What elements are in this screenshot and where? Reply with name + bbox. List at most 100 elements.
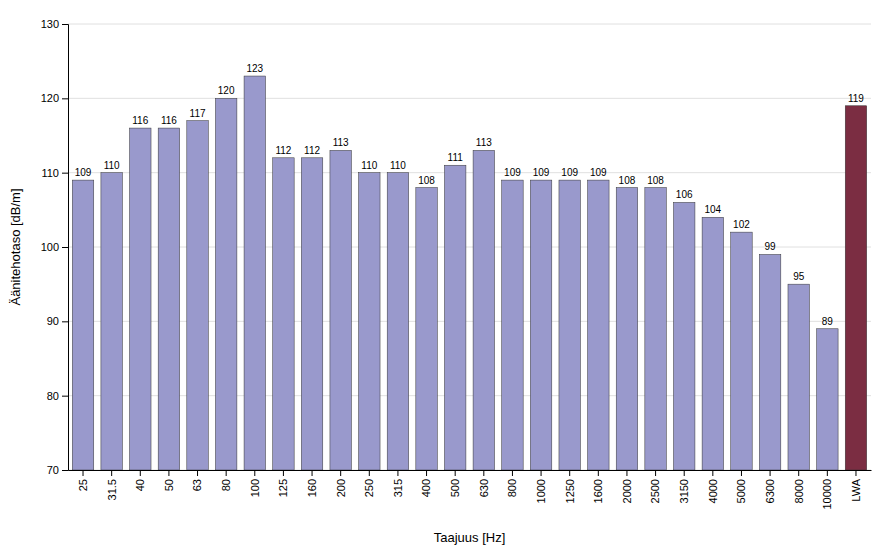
x-tick: 80 (220, 470, 232, 491)
x-tick: 31.5 (106, 470, 118, 500)
data-label: 112 (304, 145, 320, 156)
x-tick-label: 800 (506, 479, 518, 497)
bar (301, 158, 322, 470)
x-tick-label: 1600 (592, 479, 604, 503)
x-tick-label: 100 (249, 479, 261, 497)
y-tick-label: 110 (41, 167, 59, 179)
bar (215, 98, 236, 470)
x-tick-label: 250 (363, 479, 375, 497)
y-tick-mark (62, 24, 68, 25)
x-tick-mark (569, 470, 570, 476)
x-tick-mark (312, 470, 313, 476)
axis-domain (62, 25, 69, 471)
bar (273, 158, 294, 470)
grid-line (68, 24, 871, 25)
x-tick-mark (855, 470, 856, 476)
bar (673, 202, 694, 470)
x-tick-label: 200 (335, 479, 347, 497)
bar (559, 180, 580, 470)
x-tick-label: 400 (420, 479, 432, 497)
x-tick: 800 (506, 470, 518, 497)
data-label: 99 (765, 241, 777, 252)
data-label: 123 (246, 63, 263, 74)
bar (330, 150, 351, 470)
plot: 2531.54050638010012516020025031540050063… (8, 18, 872, 545)
y-tick-mark (62, 247, 68, 248)
x-tick: LWA (850, 470, 862, 502)
y-tick-label: 70 (47, 464, 59, 476)
x-tick: 3150 (678, 470, 690, 503)
bar (530, 180, 551, 470)
data-label: 119 (848, 93, 864, 104)
bar (616, 188, 637, 470)
x-tick: 25 (77, 470, 89, 491)
y-tick-mark (62, 396, 68, 397)
x-tick: 2000 (621, 470, 633, 503)
data-label: 110 (104, 160, 120, 171)
y-tick-mark (62, 98, 68, 99)
bar (588, 180, 609, 470)
x-tick: 400 (420, 470, 432, 497)
x-tick-mark (684, 470, 685, 476)
x-tick: 4000 (707, 470, 719, 503)
x-tick-mark (340, 470, 341, 476)
x-tick-mark (283, 470, 284, 476)
x-tick-mark (369, 470, 370, 476)
data-label: 116 (132, 115, 148, 126)
data-label: 89 (822, 316, 834, 327)
x-tick-mark (426, 470, 427, 476)
data-label: 120 (218, 85, 235, 96)
x-tick-label: 5000 (735, 479, 747, 503)
x-tick-label: 63 (191, 479, 203, 491)
y-tick: 100 (41, 241, 68, 253)
x-tick-label: 6300 (764, 479, 776, 503)
x-tick: 6300 (764, 470, 776, 503)
y-tick: 70 (47, 464, 68, 476)
data-label: 95 (793, 271, 805, 282)
data-label: 117 (190, 108, 206, 119)
x-tick-label: 2000 (621, 479, 633, 503)
bar (444, 165, 465, 470)
bar (731, 232, 752, 470)
x-tick: 2500 (649, 470, 661, 503)
data-label: 106 (676, 189, 693, 200)
bar (759, 254, 780, 470)
x-tick-label: 3150 (678, 479, 690, 503)
x-tick-label: 125 (277, 479, 289, 497)
x-tick-mark (483, 470, 484, 476)
y-tick: 130 (41, 18, 68, 30)
y-tick-label: 130 (41, 18, 59, 30)
y-tick-mark (62, 173, 68, 174)
x-tick-label: 4000 (707, 479, 719, 503)
x-tick-mark (397, 470, 398, 476)
x-tick-label: LWA (850, 478, 862, 501)
x-tick-mark (798, 470, 799, 476)
y-axis-title: Äänitehotaso [dB/m] (8, 188, 23, 305)
bar (702, 217, 723, 470)
x-tick-mark (541, 470, 542, 476)
x-tick-mark (770, 470, 771, 476)
x-tick-label: 31.5 (106, 479, 118, 500)
data-label: 116 (161, 115, 177, 126)
y-tick-mark (62, 321, 68, 322)
bar (244, 76, 265, 470)
x-tick-label: 160 (306, 479, 318, 497)
data-label: 113 (333, 137, 349, 148)
x-tick-mark (111, 470, 112, 476)
data-label: 109 (75, 167, 92, 178)
x-tick-label: 500 (449, 479, 461, 497)
bar (645, 188, 666, 470)
x-tick: 250 (363, 470, 375, 497)
x-tick: 8000 (793, 470, 805, 503)
y-tick-label: 100 (41, 241, 59, 253)
x-tick-label: 1250 (564, 479, 576, 503)
data-label: 111 (448, 152, 464, 163)
data-label: 109 (533, 167, 550, 178)
x-tick: 1600 (592, 470, 604, 503)
x-tick: 315 (392, 470, 404, 497)
x-tick-label: 1000 (535, 479, 547, 503)
x-tick-mark (254, 470, 255, 476)
y-tick-mark (62, 470, 68, 471)
x-tick: 630 (478, 470, 490, 497)
data-label: 108 (418, 175, 435, 186)
